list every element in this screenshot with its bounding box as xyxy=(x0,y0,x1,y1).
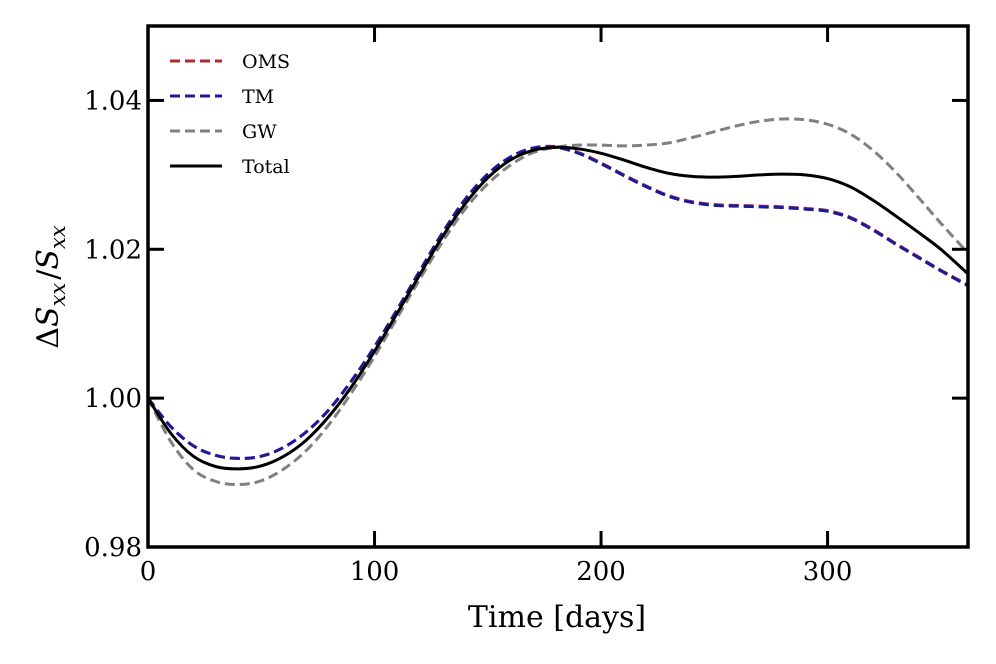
y-axis-label-s2: S xyxy=(31,249,66,270)
y-axis-label-sub2: xx xyxy=(46,225,70,249)
legend-item-oms: OMS xyxy=(170,51,290,73)
x-axis-label: Time [days] xyxy=(468,600,646,635)
series-line-oms xyxy=(148,144,968,460)
x-tick-label: 0 xyxy=(140,557,157,587)
plot-frame xyxy=(146,24,970,549)
y-tick-label: 0.98 xyxy=(84,533,142,563)
y-axis-label-delta: Δ xyxy=(31,327,66,349)
x-tick-label: 200 xyxy=(576,557,626,587)
y-axis-label: ΔSxx/Sxx xyxy=(31,225,70,348)
y-tick-label: 1.02 xyxy=(84,235,142,265)
y-axis-label-slash: / xyxy=(31,269,66,280)
legend-label: Total xyxy=(242,156,290,178)
legend-item-tm: TM xyxy=(170,86,274,108)
x-tick-label: 300 xyxy=(803,557,853,587)
axes: 0 100 200 300 0.98 1.00 1.02 1.04 xyxy=(84,24,970,587)
legend-label: OMS xyxy=(242,51,290,73)
x-tick-label: 100 xyxy=(350,557,400,587)
legend-label: GW xyxy=(242,121,277,143)
legend-label: TM xyxy=(242,86,274,108)
series-layer xyxy=(148,117,968,486)
y-axis-label-sub1: xx xyxy=(46,283,70,307)
legend: OMS TM GW Total xyxy=(170,51,290,178)
series-line-gw xyxy=(148,117,968,486)
legend-item-gw: GW xyxy=(170,121,277,143)
y-axis-label-s1: S xyxy=(31,306,66,327)
legend-item-total: Total xyxy=(170,156,290,178)
series-line-total xyxy=(148,145,968,471)
y-tick-label: 1.04 xyxy=(84,86,142,116)
series-line-tm xyxy=(148,145,968,460)
y-tick-label: 1.00 xyxy=(84,384,142,414)
